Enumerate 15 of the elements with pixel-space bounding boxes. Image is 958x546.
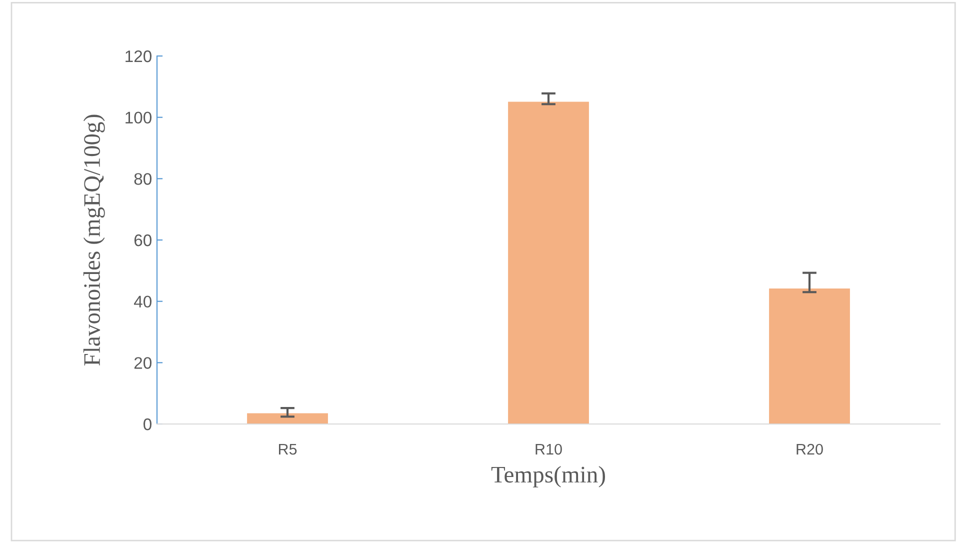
- bar: [247, 413, 328, 424]
- x-tick-label: R10: [536, 444, 562, 455]
- y-tick-label: 120: [126, 50, 152, 62]
- y-tick-label: 0: [144, 418, 152, 430]
- x-tick-label: R20: [796, 444, 823, 455]
- y-tick-label: 60: [134, 234, 152, 246]
- y-axis-title: Flavonoides (mgEQ/100g): [83, 114, 105, 366]
- x-tick-label: R5: [278, 444, 297, 455]
- y-tick-label: 80: [134, 173, 152, 185]
- y-tick-label: 40: [134, 296, 152, 308]
- x-axis-title: Temps(min): [491, 466, 605, 488]
- y-tick-label: 20: [134, 357, 152, 369]
- y-tick-label: 100: [126, 112, 152, 124]
- bar: [769, 288, 850, 424]
- bar: [508, 102, 589, 424]
